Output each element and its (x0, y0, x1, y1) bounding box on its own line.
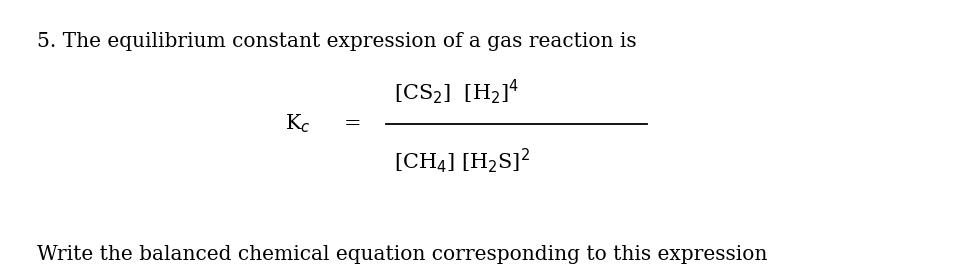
Text: [CS$_2$]  [H$_2$]$^4$: [CS$_2$] [H$_2$]$^4$ (394, 77, 520, 106)
Text: K$_c$: K$_c$ (285, 113, 311, 135)
Text: 5. The equilibrium constant expression of a gas reaction is: 5. The equilibrium constant expression o… (37, 32, 637, 51)
Text: =: = (344, 114, 361, 133)
Text: Write the balanced chemical equation corresponding to this expression: Write the balanced chemical equation cor… (37, 245, 767, 264)
Text: [CH$_4$] [H$_2$S]$^2$: [CH$_4$] [H$_2$S]$^2$ (394, 147, 530, 175)
